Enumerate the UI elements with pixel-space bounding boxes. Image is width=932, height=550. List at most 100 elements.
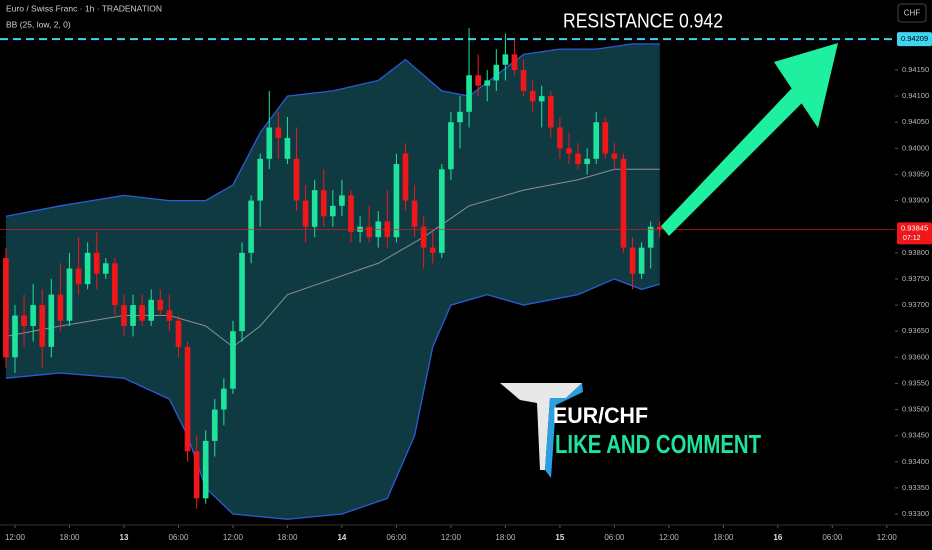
candle-body bbox=[93, 252, 100, 274]
candle-body bbox=[248, 200, 254, 253]
y-tick-label: 0.93900 bbox=[902, 196, 929, 205]
last-price-tag bbox=[897, 222, 932, 245]
candle-body bbox=[239, 252, 245, 332]
resistance-tag-label: 0.94209 bbox=[901, 34, 928, 43]
band-fill bbox=[5, 43, 660, 520]
x-tick-label: 18:00 bbox=[713, 533, 734, 542]
candle-body bbox=[166, 310, 173, 321]
candle-body bbox=[457, 111, 463, 123]
y-tick-label: 0.93650 bbox=[902, 326, 929, 335]
currency-button-label[interactable]: CHF bbox=[904, 9, 921, 18]
candle-body bbox=[48, 294, 55, 347]
x-tick-label: 14 bbox=[337, 533, 346, 542]
candle-body bbox=[193, 451, 200, 499]
candle-body bbox=[466, 75, 472, 112]
band-upper bbox=[5, 43, 660, 217]
y-tick-label: 0.93550 bbox=[902, 378, 929, 387]
candle-body bbox=[493, 64, 500, 81]
y-tick-label: 0.93500 bbox=[902, 405, 929, 414]
x-tick-label: 06:00 bbox=[168, 533, 189, 542]
candle-body bbox=[157, 299, 164, 311]
candle-body bbox=[30, 305, 36, 326]
x-tick-label: 18:00 bbox=[59, 533, 80, 542]
y-tick-label: 0.94100 bbox=[902, 91, 929, 100]
candle-body bbox=[402, 153, 409, 201]
resistance-tag bbox=[897, 32, 932, 47]
candle-body bbox=[602, 122, 609, 154]
candle-body bbox=[611, 153, 618, 159]
candle-body bbox=[275, 127, 282, 138]
candle-body bbox=[330, 205, 336, 217]
y-tick-label: 0.93750 bbox=[902, 274, 929, 283]
candle-body bbox=[439, 169, 445, 253]
candle-body bbox=[184, 346, 191, 452]
candle-body bbox=[284, 137, 291, 159]
x-tick-label: 12:00 bbox=[223, 533, 244, 542]
candle-body bbox=[411, 200, 418, 227]
candle-body bbox=[339, 195, 345, 206]
y-tick-label: 0.93350 bbox=[902, 483, 929, 492]
candle-body bbox=[366, 226, 372, 238]
currency-button[interactable] bbox=[897, 3, 927, 23]
candle-body bbox=[647, 226, 654, 248]
candle-body bbox=[320, 190, 327, 217]
candle-body bbox=[420, 226, 427, 248]
candle-body bbox=[130, 305, 136, 326]
candle-body bbox=[475, 75, 481, 86]
candle-body bbox=[21, 315, 27, 326]
logo-mark bbox=[500, 383, 582, 470]
symbol-title: Euro / Swiss Franc · 1h · TRADENATION bbox=[6, 3, 162, 13]
logo-text: EUR/CHF bbox=[553, 403, 648, 428]
candle-body bbox=[656, 226, 663, 230]
x-tick-label: 12:00 bbox=[659, 533, 680, 542]
candle-body bbox=[293, 158, 300, 201]
x-tick-label: 16 bbox=[773, 533, 782, 542]
candle-body bbox=[148, 299, 155, 321]
candle-body bbox=[211, 409, 218, 441]
candle-body bbox=[575, 153, 581, 165]
candle-body bbox=[638, 247, 645, 274]
candle-body bbox=[39, 305, 46, 347]
candle-body bbox=[557, 127, 563, 149]
candle-body bbox=[629, 247, 636, 274]
x-tick-label: 18:00 bbox=[277, 533, 298, 542]
candle-body bbox=[311, 190, 318, 227]
candle-body bbox=[429, 247, 436, 253]
x-tick-label: 18:00 bbox=[495, 533, 516, 542]
candle-body bbox=[230, 331, 236, 389]
band-lower bbox=[5, 278, 660, 520]
y-tick-label: 0.94000 bbox=[902, 143, 929, 152]
last-price-timer: 07:12 bbox=[903, 235, 921, 242]
candle-body bbox=[75, 268, 82, 285]
candle-body bbox=[302, 200, 309, 227]
candle-body bbox=[393, 164, 400, 238]
candle-body bbox=[3, 258, 9, 358]
resistance-annotation: RESISTANCE 0.942 bbox=[563, 10, 723, 32]
candle-body bbox=[202, 440, 209, 499]
candle-body bbox=[538, 96, 545, 102]
candle-body bbox=[12, 315, 18, 358]
x-tick-label: 06:00 bbox=[604, 533, 625, 542]
candle-body bbox=[266, 127, 273, 159]
candle-body bbox=[221, 388, 227, 410]
x-tick-label: 06:00 bbox=[386, 533, 407, 542]
y-tick-label: 0.94050 bbox=[902, 117, 929, 126]
candle-body bbox=[57, 294, 64, 321]
candle-body bbox=[566, 148, 572, 154]
candle-body bbox=[257, 158, 264, 201]
candle-body bbox=[84, 252, 91, 285]
candle-body bbox=[547, 96, 554, 128]
candle-body bbox=[66, 268, 73, 321]
candle-body bbox=[620, 158, 627, 248]
x-tick-label: 15 bbox=[555, 533, 564, 542]
y-tick-label: 0.93300 bbox=[902, 509, 929, 518]
indicator-label: BB (25, low, 2, 0) bbox=[6, 19, 71, 29]
y-tick-label: 0.93450 bbox=[902, 431, 929, 440]
candle-body bbox=[529, 90, 536, 102]
y-tick-label: 0.93950 bbox=[902, 169, 929, 178]
x-tick-label: 13 bbox=[120, 533, 129, 542]
candle-body bbox=[584, 158, 590, 165]
candle-body bbox=[511, 54, 518, 70]
y-tick-label: 0.93800 bbox=[902, 248, 929, 257]
